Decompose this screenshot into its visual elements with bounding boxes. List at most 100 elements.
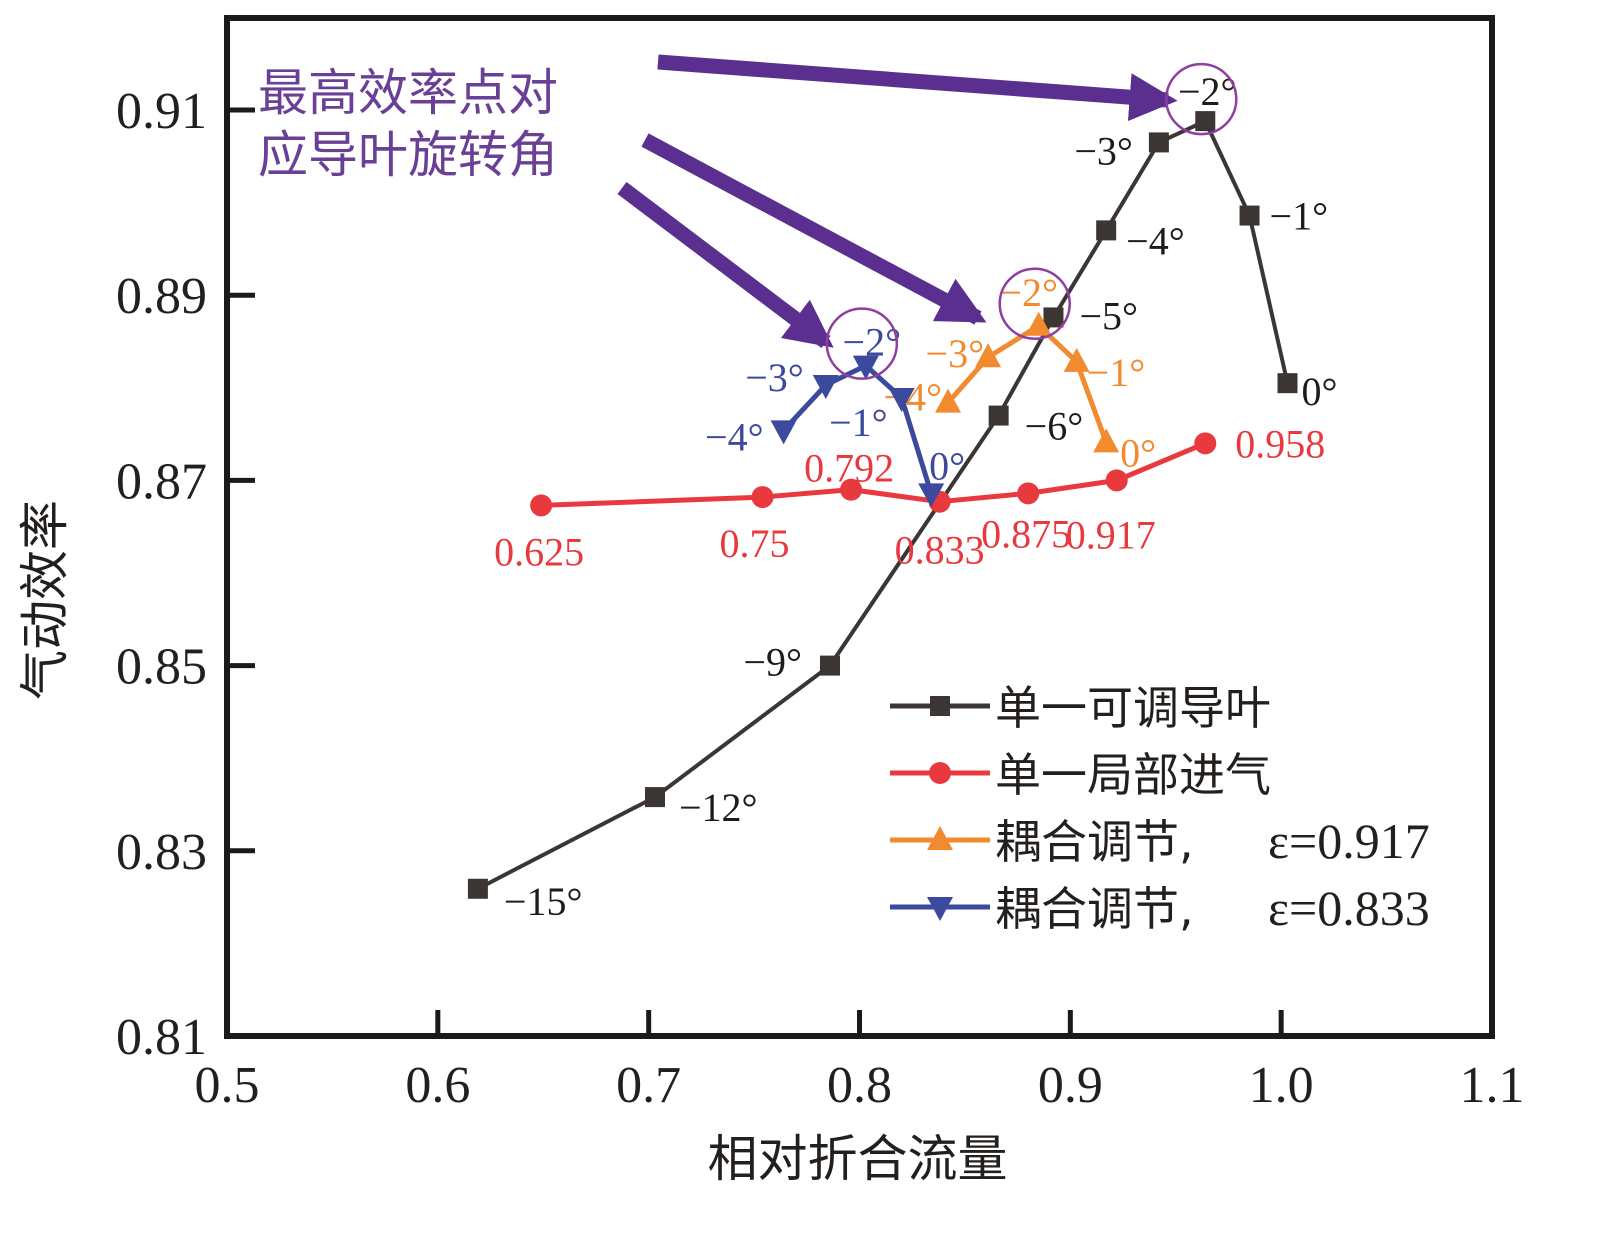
highlight-circle <box>998 267 1071 341</box>
annotation-arrow <box>617 182 834 348</box>
triangle-up-marker <box>935 388 962 413</box>
x-tick-label: 0.5 <box>195 1057 260 1114</box>
data-label: 0.792 <box>804 446 894 491</box>
square-marker <box>1277 373 1298 394</box>
circle-marker <box>1105 469 1128 492</box>
annotation-arrow <box>641 133 987 325</box>
data-label: −1° <box>829 400 888 445</box>
data-label: −3° <box>745 355 804 400</box>
legend-item: 单一局部进气 <box>890 748 1271 802</box>
legend-label: 耦合调节, <box>995 882 1194 936</box>
annotation-text-line1: 最高效率点对 <box>258 64 558 122</box>
data-label: 0° <box>929 443 965 488</box>
triangle-up-marker <box>1063 347 1090 372</box>
y-tick-label: 0.81 <box>116 1009 207 1066</box>
legend-label: 单一可调导叶 <box>995 681 1271 735</box>
y-axis-title: 气动效率 <box>16 500 74 700</box>
data-label: −15° <box>504 879 583 924</box>
x-tick-label: 0.8 <box>827 1057 892 1114</box>
triangle-up-marker <box>927 826 953 850</box>
data-label: −4° <box>705 414 764 459</box>
x-axis: 0.5 0.6 0.7 0.8 0.9 1.0 1.1 <box>195 1010 1525 1114</box>
y-tick-label: 0.85 <box>116 639 207 696</box>
annotation: 最高效率点对 应导叶旋转角 <box>258 54 1178 348</box>
circle-marker <box>751 486 774 509</box>
square-marker <box>819 655 840 676</box>
x-tick-label: 1.0 <box>1249 1057 1314 1114</box>
circle-marker <box>1017 482 1040 505</box>
data-label: 0.958 <box>1235 421 1325 466</box>
square-marker <box>1239 205 1260 226</box>
series-layer: −15°−12°−9°−6°−5°−4°−3°−2°−1°0°0.625 0.75… <box>467 69 1337 924</box>
legend-item: 单一可调导叶 <box>890 681 1271 735</box>
data-label: 0.875 <box>981 511 1071 556</box>
triangle-down-marker <box>852 355 879 380</box>
x-tick-label: 0.7 <box>616 1057 681 1114</box>
circle-marker <box>840 478 863 501</box>
series-line <box>476 119 1290 891</box>
series-2: −4°−3° −2° −1° 0° <box>883 270 1156 476</box>
x-tick-label: 1.1 <box>1460 1057 1525 1114</box>
data-label: −3° <box>926 331 985 376</box>
data-label: 0° <box>1120 430 1156 475</box>
series-0: −15°−12°−9°−6°−5°−4°−3°−2°−1°0° <box>467 69 1337 924</box>
highlight-layer <box>825 62 1238 380</box>
square-marker <box>1043 307 1064 328</box>
data-label: −2° <box>843 320 902 365</box>
square-marker <box>1148 132 1169 153</box>
data-label: −9° <box>743 640 802 685</box>
circle-marker <box>929 762 951 784</box>
triangle-down-marker <box>770 420 797 445</box>
square-marker <box>1195 111 1216 132</box>
square-marker <box>988 405 1009 426</box>
y-axis: 0.81 0.83 0.85 0.87 0.89 0.91 <box>116 83 255 1066</box>
y-tick-label: 0.83 <box>116 824 207 881</box>
x-axis-title: 相对折合流量 <box>708 1130 1008 1188</box>
annotation-arrow <box>657 54 1178 122</box>
legend-label: 单一局部进气 <box>995 748 1271 802</box>
triangle-up-marker <box>1025 311 1052 336</box>
y-tick-label: 0.87 <box>116 453 207 510</box>
data-label: −3° <box>1074 128 1133 173</box>
data-label: 0° <box>1301 369 1337 414</box>
data-label: −12° <box>679 785 758 830</box>
triangle-down-marker <box>812 375 839 400</box>
data-label: −2° <box>999 270 1058 315</box>
highlight-circle <box>1165 62 1238 136</box>
square-marker <box>1096 220 1117 241</box>
data-label: 0.917 <box>1066 512 1156 557</box>
legend-item: 耦合调节, ε=0.833 <box>890 880 1430 936</box>
legend-item: 耦合调节, ε=0.917 <box>890 813 1430 869</box>
data-label: −1° <box>1270 194 1329 239</box>
data-label: −4° <box>1126 218 1185 263</box>
annotation-text-line2: 应导叶旋转角 <box>258 126 558 184</box>
x-tick-label: 0.9 <box>1038 1057 1103 1114</box>
y-tick-label: 0.89 <box>116 268 207 325</box>
x-tick-label: 0.6 <box>405 1057 470 1114</box>
data-label: −4° <box>883 375 942 420</box>
square-marker <box>930 696 950 716</box>
legend-label: 耦合调节, <box>995 815 1194 869</box>
circle-marker <box>530 494 553 517</box>
data-label: 0.833 <box>895 528 985 573</box>
triangle-up-marker <box>1093 428 1120 453</box>
square-marker <box>467 878 488 899</box>
triangle-down-marker <box>888 387 915 412</box>
legend-epsilon: ε=0.833 <box>1268 880 1430 936</box>
y-tick-label: 0.91 <box>116 83 207 140</box>
data-label: −6° <box>1025 404 1084 449</box>
circle-marker <box>1194 432 1217 455</box>
highlight-circle <box>825 307 899 380</box>
triangle-up-marker <box>975 343 1002 368</box>
series-3: −4° −3° −2° −1° 0° <box>705 320 965 508</box>
triangle-down-marker <box>918 483 945 508</box>
data-label: 0.75 <box>720 521 790 566</box>
triangle-down-marker <box>927 897 953 921</box>
data-label: −5° <box>1079 293 1138 338</box>
legend-epsilon: ε=0.917 <box>1268 813 1430 869</box>
data-label: 0.625 <box>494 529 584 574</box>
square-marker <box>644 787 665 808</box>
